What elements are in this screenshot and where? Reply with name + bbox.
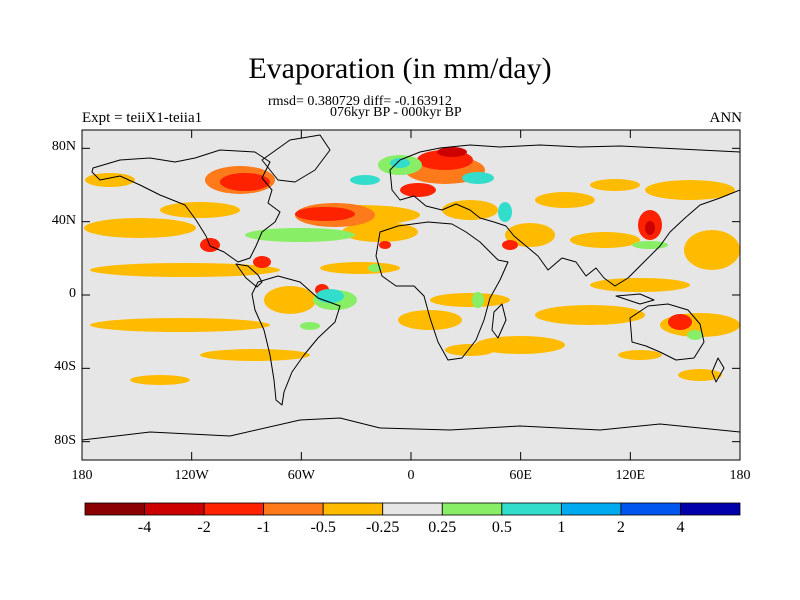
anomaly-patch [505,223,555,247]
anomaly-patch [498,202,512,222]
season-label: ANN [709,110,743,126]
australia-outline [629,303,705,361]
anomaly-patch [264,286,316,314]
anomaly-patch [85,173,135,187]
anomaly-patch [684,230,740,270]
anomaly-patch [90,318,270,332]
anomaly-patch [668,314,692,330]
colorbar-swatch [560,502,622,516]
anomaly-patch [320,262,400,274]
anomaly-patch [84,218,196,238]
anomaly-patch [220,173,270,191]
x-tick-label: 60W [287,468,315,483]
eurasia-outline [389,144,740,287]
map-axes [81,130,741,460]
anomaly-patch [462,172,494,184]
anomaly-patch [570,232,640,248]
anomaly-patch [645,180,735,200]
anomaly-patch [90,263,280,277]
anomaly-patch [400,183,436,197]
colorbar-label: 0.25 [428,519,457,536]
anomaly-patch [253,256,271,268]
period-line: 076kyr BP - 000kyr BP [330,105,462,120]
anomaly-patch [475,336,565,354]
anomaly-patch [472,292,484,308]
colorbar-label: -1 [256,519,271,536]
x-tick-label: 60E [509,468,532,483]
anomaly-patch [398,310,462,330]
anomaly-patch [350,175,380,185]
anomaly-patch [437,147,467,157]
anomaly-patch [445,344,495,356]
colorbar-swatch [441,502,503,516]
anomaly-patch [590,179,640,191]
anomaly-patch [160,202,240,218]
islands-outline [615,293,655,305]
experiment-label: Expt = teiiX1-teiia1 [82,110,203,126]
colorbar-swatch [203,502,265,516]
chart-title: Evaporation (in mm/day) [248,52,552,85]
africa-outline [375,221,509,361]
anomaly-patch [535,305,645,325]
y-tick-label: 0 [69,286,76,301]
x-tick-label: 180 [71,468,93,483]
colorbar-label: -2 [197,519,211,536]
madagascar-outline [491,303,507,339]
colorbar-swatch [501,502,562,516]
colorbar-label: 2 [616,519,625,536]
colorbar-swatch [620,502,681,516]
anomaly-patch [618,350,662,360]
y-tick-label: 40N [51,212,76,228]
coastlines [82,134,740,441]
anomaly-patch [295,207,355,221]
colorbar-swatch [263,502,324,516]
north-america-outline [91,149,281,263]
anomaly-patch [678,369,722,381]
anomaly-patch [430,293,510,307]
x-tick-label: 120W [174,468,209,483]
anomaly-patch [645,221,655,235]
colorbar-swatch [680,502,741,516]
colorbar-label: 0.5 [491,519,512,536]
anomaly-patch [245,228,355,242]
colorbar-label: -0.5 [310,519,336,536]
colorbar-swatch [322,502,384,516]
anomaly-patch [502,240,518,250]
anomaly-patch [130,375,190,385]
colorbar-label: -4 [137,519,152,536]
anomaly-patch [379,241,391,249]
colorbar-swatch [382,502,443,516]
colorbar-label: -0.25 [366,519,400,536]
colorbar-label: 1 [557,519,566,536]
colorbar-swatch [84,502,145,516]
south-america-outline [251,275,341,406]
anomaly-patch [200,349,310,361]
x-tick-label: 120E [615,468,646,483]
anomaly-patch [687,330,703,340]
anomaly-patch [316,289,344,303]
colorbar-swatch [144,502,205,516]
x-tick-label: 180 [729,468,751,483]
anomaly-patch [535,192,595,208]
greenland-outline [261,134,331,183]
anomaly-patch [300,322,320,330]
antarctica-outline [82,417,740,441]
y-tick-label: 80S [54,432,76,448]
new-zealand-outline [711,357,725,383]
anomaly-patch [590,278,690,292]
stats-line: rmsd= 0.380729 diff= -0.163912 [268,94,452,109]
y-tick-label: 40S [54,359,76,375]
central-america-outline [235,263,263,288]
x-tick-label: 0 [407,468,415,483]
y-tick-label: 80N [51,139,76,155]
colorbar [84,502,741,516]
colorbar-label: 4 [676,519,685,536]
